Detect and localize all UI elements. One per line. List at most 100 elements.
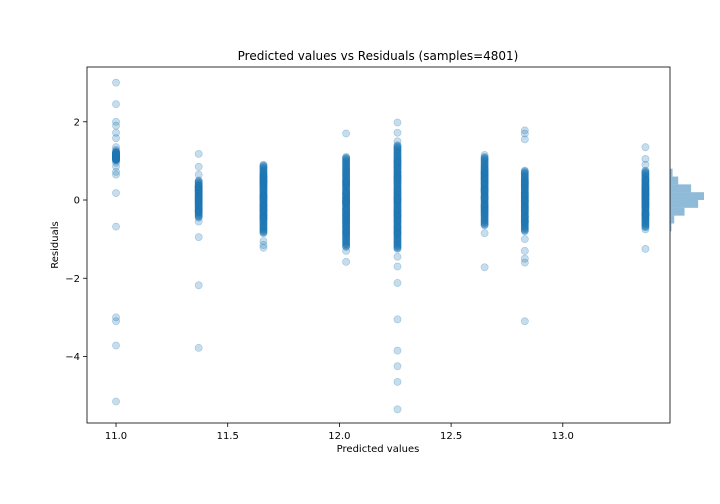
scatter-point <box>641 196 650 205</box>
scatter-point <box>393 202 402 211</box>
scatter-point <box>194 190 203 199</box>
scatter-point <box>641 210 650 218</box>
scatter-point <box>342 217 351 226</box>
scatter-point <box>112 149 120 158</box>
scatter-point <box>393 242 402 251</box>
scatter-point <box>112 150 120 159</box>
scatter-point <box>342 187 351 196</box>
scatter-point <box>342 216 351 225</box>
scatter-point <box>112 154 120 162</box>
scatter-point <box>342 192 351 201</box>
scatter-point <box>480 196 489 204</box>
scatter-point <box>259 181 268 190</box>
x-tick-label: 12.0 <box>328 431 350 442</box>
scatter-point <box>259 180 268 189</box>
scatter-point <box>194 213 203 222</box>
scatter-point <box>194 197 203 206</box>
scatter-point <box>194 208 203 217</box>
scatter-point <box>480 188 489 197</box>
scatter-point <box>641 204 650 213</box>
scatter-point <box>480 179 489 188</box>
scatter-point <box>393 222 402 230</box>
scatter-point <box>520 201 529 210</box>
scatter-point-outlier <box>194 162 203 171</box>
scatter-point <box>480 177 489 186</box>
scatter-point <box>393 209 402 218</box>
scatter-point <box>480 193 489 202</box>
scatter-point <box>520 170 529 178</box>
scatter-point <box>194 185 203 194</box>
scatter-point <box>342 221 351 230</box>
scatter-point <box>259 179 268 187</box>
scatter-point <box>342 214 351 223</box>
scatter-point <box>194 187 203 195</box>
scatter-point <box>259 213 268 221</box>
scatter-point <box>342 171 351 180</box>
scatter-point <box>641 195 650 203</box>
scatter-point <box>342 216 351 225</box>
scatter-point <box>259 183 268 191</box>
scatter-point <box>393 217 402 226</box>
scatter-point <box>259 174 268 183</box>
scatter-point <box>480 203 489 212</box>
scatter-point-outlier <box>520 254 529 263</box>
scatter-point <box>342 188 351 197</box>
scatter-point <box>393 198 402 207</box>
scatter-point-outlier <box>342 257 351 266</box>
scatter-point <box>393 200 402 209</box>
scatter-point <box>480 205 489 214</box>
y-tick-label: −2 <box>65 274 80 285</box>
scatter-point <box>393 201 402 210</box>
scatter-point <box>259 206 268 215</box>
scatter-point <box>641 194 650 203</box>
scatter-point <box>520 221 529 230</box>
scatter-point <box>393 213 402 221</box>
scatter-point <box>342 215 351 223</box>
scatter-point <box>342 186 351 195</box>
scatter-point <box>641 208 650 217</box>
scatter-point <box>342 194 351 203</box>
scatter-point <box>393 164 402 172</box>
scatter-point <box>393 163 402 172</box>
scatter-point <box>342 178 351 187</box>
scatter-point <box>259 192 268 200</box>
scatter-point <box>480 193 489 202</box>
scatter-point <box>194 189 203 198</box>
scatter-point <box>641 188 650 197</box>
scatter-point <box>393 213 402 222</box>
scatter-point <box>641 190 650 199</box>
scatter-point <box>480 174 489 183</box>
scatter-point <box>342 220 351 229</box>
scatter-point <box>393 159 402 168</box>
scatter-point <box>194 205 203 214</box>
scatter-point <box>393 142 402 151</box>
scatter-point <box>194 186 203 195</box>
scatter-point <box>520 177 529 186</box>
scatter-point <box>342 222 351 230</box>
scatter-point-outlier <box>112 121 120 130</box>
scatter-point <box>641 203 650 212</box>
scatter-point <box>112 156 120 164</box>
scatter-point <box>342 216 351 224</box>
scatter-point <box>480 172 489 181</box>
scatter-point <box>259 190 268 199</box>
scatter-point <box>393 192 402 201</box>
scatter-point <box>641 171 650 180</box>
scatter-point <box>393 209 402 217</box>
scatter-point <box>259 194 268 203</box>
scatter-point <box>393 197 402 206</box>
scatter-point <box>112 148 120 157</box>
scatter-point <box>112 152 120 161</box>
scatter-point <box>342 231 351 240</box>
scatter-point <box>480 209 489 218</box>
scatter-point <box>393 243 402 251</box>
scatter-point <box>393 164 402 173</box>
histogram-bar-4 <box>670 192 704 201</box>
scatter-point <box>480 174 489 182</box>
scatter-point <box>112 148 120 157</box>
scatter-point-outlier <box>194 170 203 179</box>
scatter-point <box>342 234 351 243</box>
scatter-point <box>112 150 120 159</box>
scatter-point <box>520 175 529 184</box>
scatter-point <box>393 159 402 168</box>
